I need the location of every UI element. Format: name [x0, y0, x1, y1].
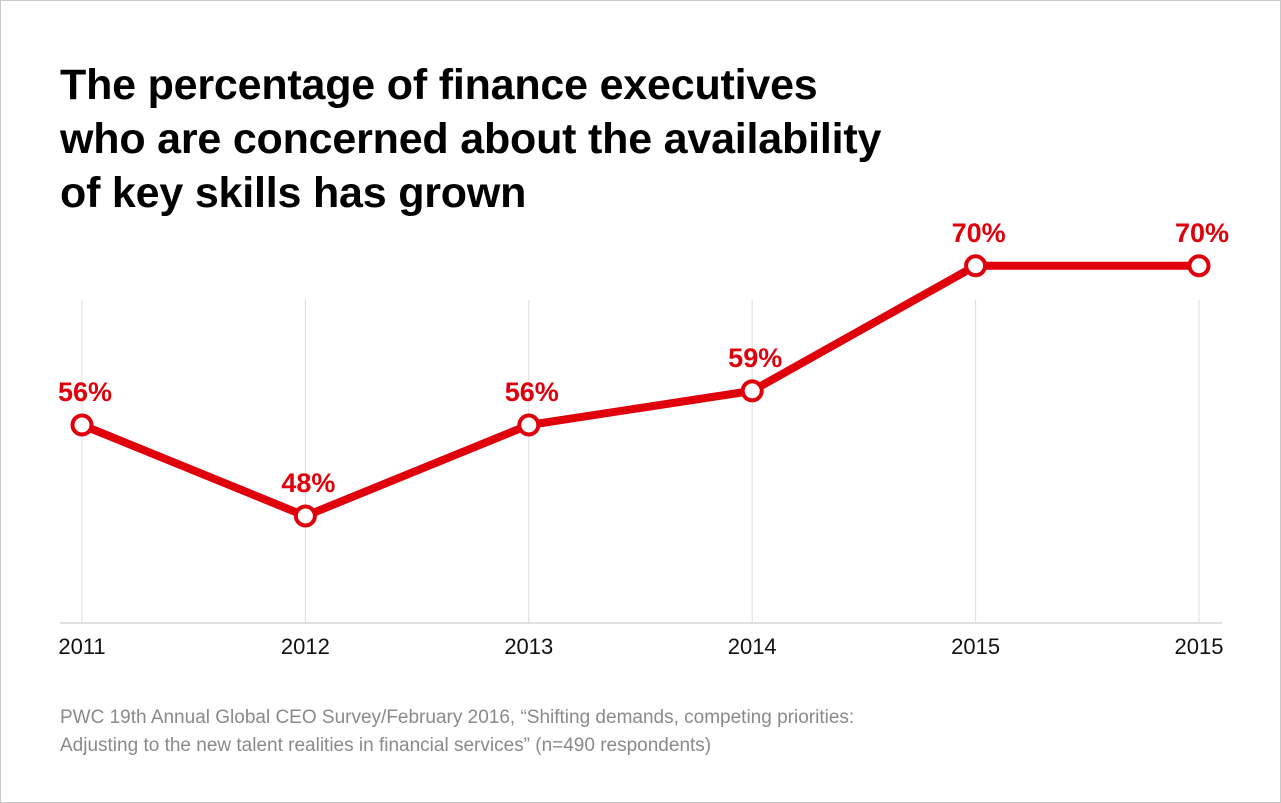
data-label-0: 56% [58, 377, 112, 407]
x-tick-label-0: 2011 [58, 634, 105, 659]
chart-title-line-1: The percentage of finance executives [60, 61, 818, 109]
source-note: PWC 19th Annual Global CEO Survey/Februa… [60, 704, 1210, 760]
chart-title: The percentage of finance executives who… [60, 58, 1040, 220]
source-note-line-2: Adjusting to the new talent realities in… [60, 735, 712, 756]
x-tick-label-4: 2015 [951, 634, 1000, 659]
data-point-3 [740, 379, 764, 403]
data-point-2 [517, 413, 541, 437]
source-note-line-1: PWC 19th Annual Global CEO Survey/Februa… [60, 707, 855, 728]
data-label-3: 59% [728, 343, 782, 373]
data-point-5 [1187, 254, 1211, 278]
x-tick-label-2: 2013 [504, 634, 553, 659]
data-label-5: 70% [1175, 218, 1229, 248]
series-line [78, 261, 1203, 520]
x-tick-label-5: 2015 [1175, 634, 1224, 659]
data-label-4: 70% [952, 218, 1006, 248]
x-tick-label-3: 2014 [728, 634, 777, 659]
data-label-1: 48% [281, 468, 335, 498]
data-point-4 [964, 254, 988, 278]
data-label-2: 56% [505, 377, 559, 407]
chart-title-line-2: who are concerned about the availability [60, 115, 882, 163]
data-point-0 [70, 413, 94, 437]
data-point-1 [293, 504, 317, 528]
x-tick-label-1: 2012 [281, 634, 330, 659]
chart-title-line-3: of key skills has grown [60, 169, 527, 217]
